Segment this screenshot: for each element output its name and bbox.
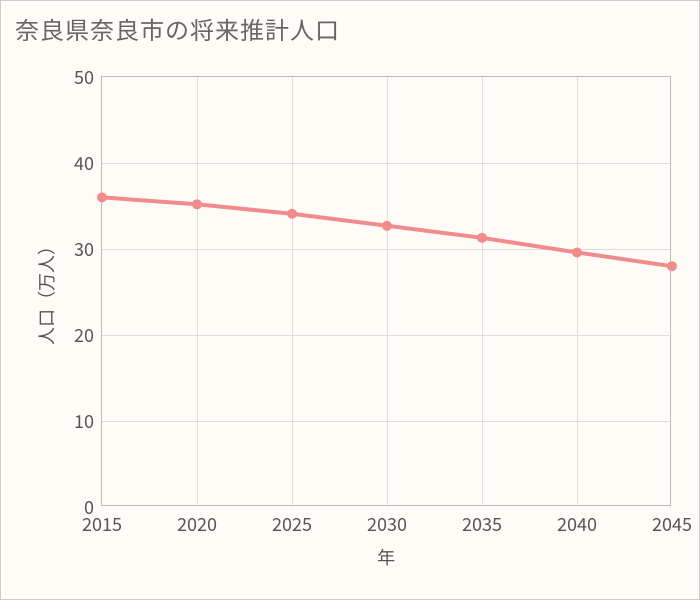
x-tick-label: 2040 — [557, 505, 597, 537]
y-tick-label: 30 — [74, 236, 102, 262]
y-tick-label: 10 — [74, 408, 102, 434]
data-point-marker — [192, 199, 202, 209]
y-tick-label: 50 — [74, 64, 102, 90]
data-point-marker — [667, 261, 677, 271]
data-point-marker — [97, 192, 107, 202]
series-line — [102, 77, 672, 507]
x-tick-label: 2035 — [462, 505, 502, 537]
x-axis-label: 年 — [377, 544, 395, 570]
x-tick-label: 2045 — [652, 505, 692, 537]
chart-title: 奈良県奈良市の将来推計人口 — [15, 11, 340, 46]
plot-area: 010203040502015202020252030203520402045 — [101, 76, 671, 506]
data-point-marker — [572, 247, 582, 257]
x-tick-label: 2015 — [82, 505, 122, 537]
y-tick-label: 40 — [74, 150, 102, 176]
x-tick-label: 2020 — [177, 505, 217, 537]
data-point-marker — [477, 233, 487, 243]
chart-container: 奈良県奈良市の将来推計人口 01020304050201520202025203… — [0, 0, 700, 600]
y-tick-label: 20 — [74, 322, 102, 348]
data-point-marker — [382, 221, 392, 231]
data-point-marker — [287, 209, 297, 219]
y-axis-label: 人口（万人） — [33, 237, 59, 345]
x-tick-label: 2025 — [272, 505, 312, 537]
x-tick-label: 2030 — [367, 505, 407, 537]
